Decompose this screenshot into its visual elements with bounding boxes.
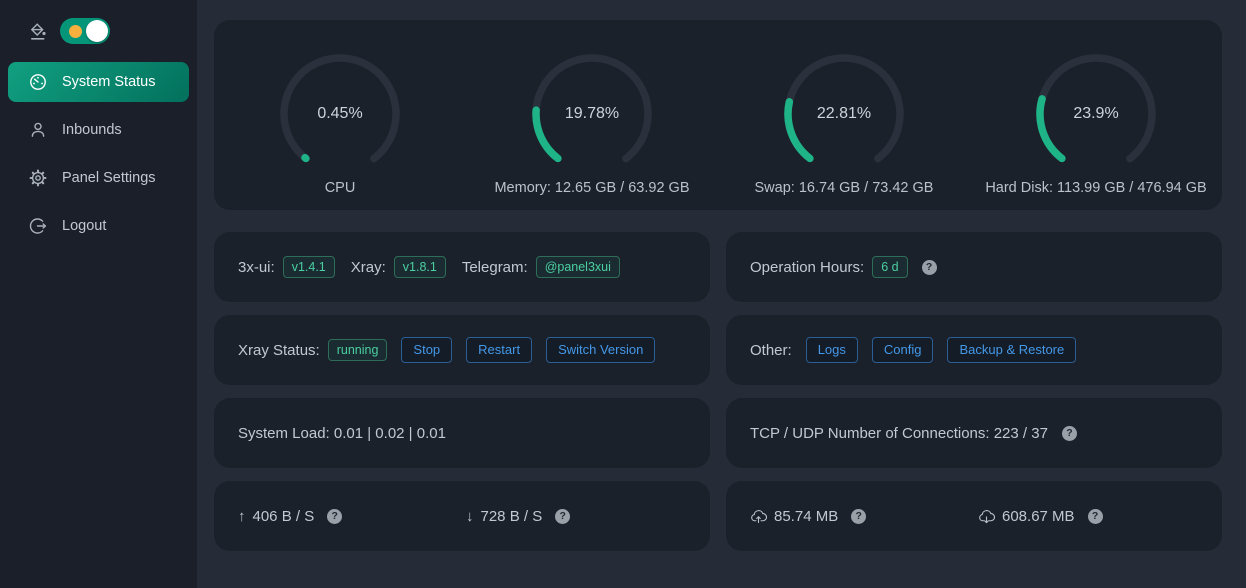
gauge-label: CPU	[324, 180, 356, 196]
gauge-percent: 22.81%	[816, 105, 872, 122]
gear-icon	[29, 169, 47, 187]
xray-state-tag: running	[327, 339, 388, 361]
switch-version-button[interactable]: Switch Version	[546, 337, 656, 363]
row-xray: Xray Status: running Stop Restart Switch…	[214, 315, 1222, 385]
arrow-up-icon: ↑	[238, 507, 246, 525]
sidebar-menu: System Status Inbounds	[0, 58, 197, 250]
theme-toggle[interactable]	[60, 18, 110, 44]
uptime-label: Operation Hours:	[750, 258, 865, 276]
sun-icon	[69, 24, 82, 38]
total-upload-value: 85.74 MB	[774, 507, 839, 525]
sidebar-item-label: Panel Settings	[62, 170, 156, 186]
logs-button[interactable]: Logs	[805, 337, 858, 363]
network-speed-card: ↑ 406 B / S ? ↓ 728 B / S ?	[214, 481, 710, 551]
system-stats-card: 0.45% CPU 19.78% Memory: 12.65 GB / 63.92 G…	[214, 20, 1222, 210]
gauge-label: Memory: 12.65 GB / 63.92 GB	[494, 180, 690, 196]
question-circle-icon[interactable]: ?	[1061, 425, 1077, 441]
gauge: 23.9% Hard Disk: 113.99 GB / 476.94 GB	[970, 54, 1222, 210]
xray-status-label: Xray Status:	[238, 341, 320, 359]
gauge: 0.45% CPU	[214, 54, 466, 210]
gauge-percent: 19.78%	[564, 105, 620, 122]
download-speed-value: 728 B / S	[480, 507, 543, 525]
restart-button[interactable]: Restart	[466, 337, 533, 363]
user-icon	[29, 121, 47, 139]
xray-version-tag: v1.8.1	[393, 256, 446, 278]
row-network: ↑ 406 B / S ? ↓ 728 B / S ?	[214, 481, 1222, 551]
gauge-label: Hard Disk: 113.99 GB / 476.94 GB	[985, 180, 1207, 196]
question-circle-icon[interactable]: ?	[555, 508, 571, 524]
row-versions: 3x-ui: v1.4.1 Xray: v1.8.1 Telegram: @pa…	[214, 232, 1222, 302]
dashboard-icon	[29, 73, 47, 91]
stop-button[interactable]: Stop	[401, 337, 453, 363]
arrow-down-icon: ↓	[466, 507, 474, 525]
row-load: System Load: 0.01 | 0.02 | 0.01 TCP / UD…	[214, 398, 1222, 468]
sidebar-item-label: Logout	[62, 218, 107, 234]
question-circle-icon[interactable]: ?	[327, 508, 343, 524]
theme-fill-icon	[28, 22, 47, 41]
system-load-card: System Load: 0.01 | 0.02 | 0.01	[214, 398, 710, 468]
total-upload: 85.74 MB ?	[750, 508, 970, 525]
backup-restore-button[interactable]: Backup & Restore	[947, 337, 1077, 363]
system-load-text: System Load: 0.01 | 0.02 | 0.01	[238, 424, 446, 442]
other-actions-card: Other: Logs Config Backup & Restore	[726, 315, 1222, 385]
network-total-card: 85.74 MB ? 608.67 MB ?	[726, 481, 1222, 551]
uptime-card: Operation Hours: 6 d ?	[726, 232, 1222, 302]
other-label: Other:	[750, 341, 792, 359]
download-speed: ↓ 728 B / S ?	[466, 508, 686, 525]
sidebar-item-panel-settings[interactable]: Panel Settings	[8, 158, 189, 198]
connections-card: TCP / UDP Number of Connections: 223 / 3…	[726, 398, 1222, 468]
gauge: 19.78% Memory: 12.65 GB / 63.92 GB	[466, 54, 718, 210]
logout-icon	[29, 217, 47, 235]
question-circle-icon[interactable]: ?	[921, 259, 937, 275]
upload-speed: ↑ 406 B / S ?	[238, 508, 458, 525]
gauge-percent: 23.9%	[1073, 105, 1119, 122]
sidebar-item-label: Inbounds	[62, 122, 122, 138]
xray-version-label: Xray:	[350, 258, 386, 276]
upload-speed-value: 406 B / S	[252, 507, 315, 525]
cloud-download-icon	[978, 509, 995, 524]
uptime-tag: 6 d	[872, 256, 908, 278]
cloud-upload-icon	[750, 509, 767, 524]
toggle-knob	[86, 20, 108, 42]
sidebar-item-system-status[interactable]: System Status	[8, 62, 189, 102]
question-circle-icon[interactable]: ?	[1087, 508, 1103, 524]
app-version-tag: v1.4.1	[282, 256, 335, 278]
gauge: 22.81% Swap: 16.74 GB / 73.42 GB	[718, 54, 970, 210]
main-content: 0.45% CPU 19.78% Memory: 12.65 GB / 63.92 G…	[197, 0, 1246, 588]
app-version-label: 3x-ui:	[238, 258, 275, 276]
telegram-label: Telegram:	[461, 258, 528, 276]
sidebar-item-inbounds[interactable]: Inbounds	[8, 110, 189, 150]
sidebar-header	[0, 16, 197, 46]
total-download-value: 608.67 MB	[1002, 507, 1075, 525]
gauge-label: Swap: 16.74 GB / 73.42 GB	[754, 180, 934, 196]
sidebar-item-logout[interactable]: Logout	[8, 206, 189, 246]
connections-text: TCP / UDP Number of Connections: 223 / 3…	[750, 424, 1048, 442]
gauge-percent: 0.45%	[317, 105, 363, 122]
question-circle-icon[interactable]: ?	[851, 508, 867, 524]
telegram-tag[interactable]: @panel3xui	[535, 256, 620, 278]
versions-card: 3x-ui: v1.4.1 Xray: v1.8.1 Telegram: @pa…	[214, 232, 710, 302]
total-download: 608.67 MB ?	[978, 508, 1198, 525]
xray-status-card: Xray Status: running Stop Restart Switch…	[214, 315, 710, 385]
config-button[interactable]: Config	[871, 337, 934, 363]
sidebar: System Status Inbounds	[0, 0, 197, 588]
sidebar-item-label: System Status	[62, 74, 156, 90]
